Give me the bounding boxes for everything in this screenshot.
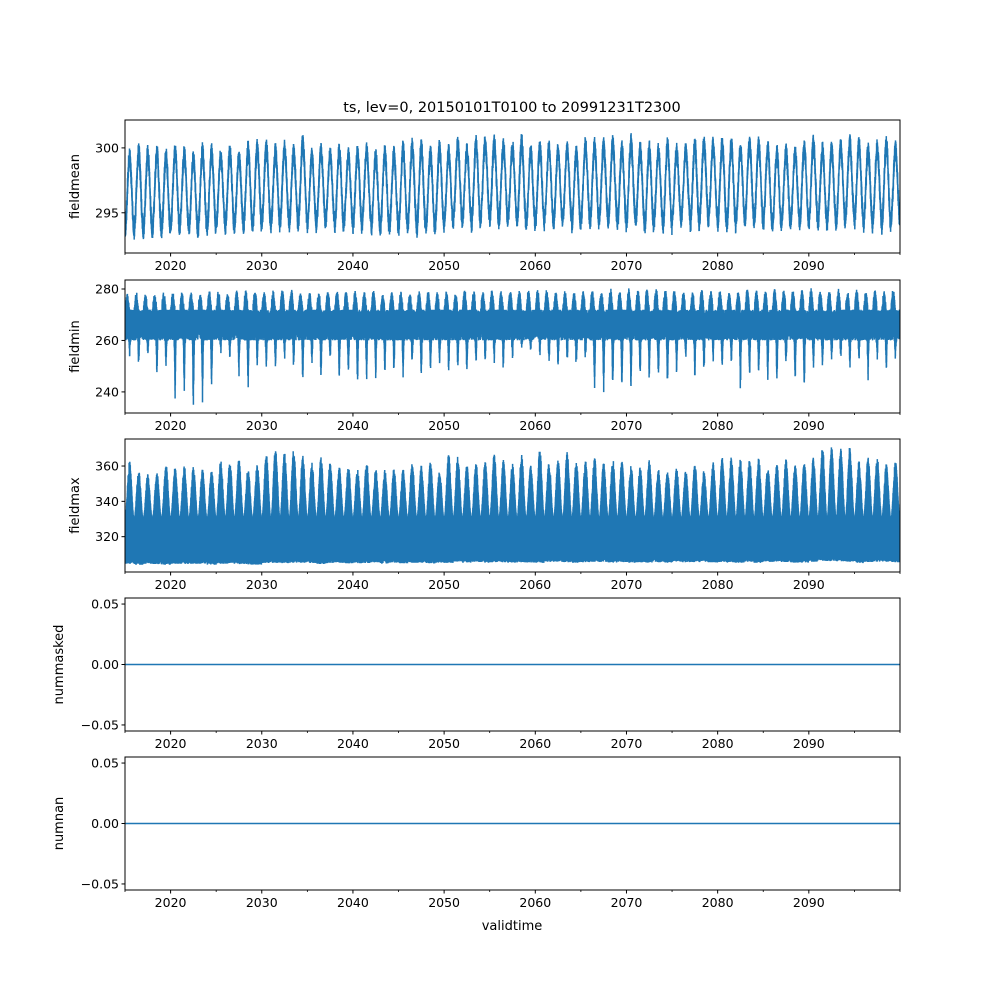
y-axis-label: fieldmean [68, 154, 83, 219]
x-tick-label: 2070 [611, 418, 643, 433]
series-line-fieldmean [125, 133, 900, 240]
y-tick-label: −0.05 [81, 876, 119, 891]
axes-frame [124, 279, 901, 414]
x-tick-label: 2080 [702, 895, 734, 910]
x-tick-label: 2060 [519, 577, 551, 592]
x-tick-label: 2060 [519, 895, 551, 910]
subplot-nummasked: −0.05 0.00 0.05 nummasked 2020 2030 2040 2050 20… [52, 597, 901, 751]
y-axis-label: nummasked [52, 625, 67, 705]
x-tick-label: 2040 [337, 895, 369, 910]
y-tick-label: 300 [95, 140, 119, 155]
x-tick-label: 2050 [428, 418, 460, 433]
x-tick-label: 2050 [428, 736, 460, 751]
x-tick-label: 2020 [155, 258, 187, 273]
x-tick-label: 2040 [337, 577, 369, 592]
subplot-fieldmean: 295 300 fieldmean 2020 2030 2040 2050 2060 2070 2… [68, 119, 901, 273]
x-tick-label: 2050 [428, 895, 460, 910]
x-tick-label: 2080 [702, 736, 734, 751]
y-tick-label: 295 [95, 205, 119, 220]
x-tick-label: 2070 [611, 577, 643, 592]
x-tick-label: 2040 [337, 418, 369, 433]
x-tick-label: 2030 [246, 736, 278, 751]
x-tick-label: 2020 [155, 577, 187, 592]
x-tick-label: 2080 [702, 418, 734, 433]
subplot-numnan: −0.05 0.00 0.05 numnan 2020 2030 2040 2050 2060 2… [52, 756, 901, 910]
x-tick-label: 2070 [611, 258, 643, 273]
x-tick-label: 2040 [337, 736, 369, 751]
x-tick-label: 2090 [793, 418, 825, 433]
x-tick-label: 2090 [793, 736, 825, 751]
x-tick-label: 2060 [519, 418, 551, 433]
x-tick-label: 2020 [155, 418, 187, 433]
x-tick-label: 2080 [702, 577, 734, 592]
x-tick-label: 2020 [155, 736, 187, 751]
y-tick-label: 280 [95, 282, 119, 297]
x-tick-label: 2090 [793, 895, 825, 910]
x-tick-label: 2050 [428, 577, 460, 592]
chart-title: ts, lev=0, 20150101T0100 to 20991231T230… [343, 100, 680, 116]
subplot-fieldmin: 240 260 280 fieldmin 2020 2030 2040 2050 2060 207… [68, 279, 901, 433]
x-axis-label: validtime [482, 919, 543, 934]
y-tick-label: 340 [95, 494, 119, 509]
x-tick-label: 2050 [428, 258, 460, 273]
x-tick-label: 2060 [519, 258, 551, 273]
y-axis-label: fieldmin [68, 320, 83, 373]
y-axis-label: numnan [52, 797, 67, 851]
y-tick-label: 0.05 [91, 597, 119, 612]
x-tick-label: 2060 [519, 736, 551, 751]
y-tick-label: 240 [95, 384, 119, 399]
y-tick-label: −0.05 [81, 717, 119, 732]
y-axis-label: fieldmax [68, 477, 83, 534]
y-tick-label: 360 [95, 459, 119, 474]
x-tick-label: 2030 [246, 577, 278, 592]
x-tick-label: 2030 [246, 895, 278, 910]
x-tick-label: 2030 [246, 418, 278, 433]
subplot-fieldmax: 320 340 360 fieldmax 2020 2030 2040 2050 2060 207… [68, 438, 901, 592]
x-tick-label: 2090 [793, 577, 825, 592]
y-tick-label: 0.05 [91, 756, 119, 771]
y-tick-label: 320 [95, 529, 119, 544]
x-tick-label: 2020 [155, 895, 187, 910]
series-line-fieldmax [125, 447, 900, 565]
series-line-fieldmin [125, 288, 900, 405]
axes-frame [124, 438, 901, 573]
x-tick-label: 2090 [793, 258, 825, 273]
x-tick-label: 2040 [337, 258, 369, 273]
y-tick-label: 0.00 [91, 657, 119, 672]
x-tick-label: 2070 [611, 736, 643, 751]
y-tick-label: 260 [95, 333, 119, 348]
x-tick-label: 2030 [246, 258, 278, 273]
axes-frame [124, 119, 901, 254]
x-tick-label: 2080 [702, 258, 734, 273]
x-tick-label: 2070 [611, 895, 643, 910]
y-tick-label: 0.00 [91, 816, 119, 831]
